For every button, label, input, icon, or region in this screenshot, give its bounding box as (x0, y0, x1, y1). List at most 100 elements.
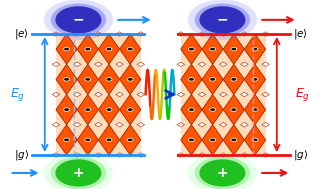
Polygon shape (99, 34, 120, 64)
Polygon shape (198, 153, 206, 157)
Polygon shape (137, 32, 145, 36)
Circle shape (252, 108, 258, 111)
Circle shape (195, 157, 250, 189)
Polygon shape (220, 153, 227, 157)
Polygon shape (262, 153, 269, 157)
Polygon shape (120, 64, 141, 94)
Polygon shape (262, 32, 269, 36)
Polygon shape (202, 125, 223, 155)
Polygon shape (77, 125, 99, 155)
Circle shape (106, 108, 112, 111)
Polygon shape (241, 122, 248, 127)
Polygon shape (137, 62, 145, 67)
Polygon shape (95, 32, 102, 36)
Polygon shape (181, 64, 202, 94)
Polygon shape (244, 34, 266, 64)
Polygon shape (241, 153, 248, 157)
Polygon shape (52, 122, 60, 127)
Circle shape (188, 108, 194, 111)
Circle shape (106, 138, 112, 142)
Polygon shape (223, 94, 244, 125)
Circle shape (210, 108, 216, 111)
Polygon shape (73, 153, 81, 157)
Polygon shape (73, 122, 81, 127)
Polygon shape (177, 32, 185, 36)
Polygon shape (223, 64, 244, 94)
Circle shape (252, 78, 258, 81)
Polygon shape (95, 122, 102, 127)
Polygon shape (198, 62, 206, 67)
Polygon shape (181, 34, 202, 64)
Polygon shape (137, 92, 145, 97)
Polygon shape (198, 32, 206, 36)
Polygon shape (220, 122, 227, 127)
Polygon shape (202, 64, 223, 94)
Circle shape (44, 0, 113, 40)
Circle shape (188, 78, 194, 81)
Polygon shape (116, 62, 124, 67)
Text: $|g\rangle$: $|g\rangle$ (13, 148, 29, 162)
Polygon shape (223, 125, 244, 155)
Polygon shape (262, 122, 269, 127)
Polygon shape (56, 94, 77, 125)
Text: $|g\rangle$: $|g\rangle$ (293, 148, 308, 162)
Polygon shape (56, 34, 77, 64)
Polygon shape (52, 62, 60, 67)
Text: $E_g$: $E_g$ (10, 86, 25, 103)
Text: +: + (73, 166, 84, 180)
Polygon shape (177, 62, 185, 67)
Polygon shape (120, 94, 141, 125)
Circle shape (85, 78, 91, 81)
Circle shape (64, 108, 69, 111)
Polygon shape (56, 64, 77, 94)
Polygon shape (77, 34, 99, 64)
Circle shape (127, 78, 133, 81)
Circle shape (44, 153, 113, 189)
Polygon shape (95, 62, 102, 67)
Polygon shape (73, 32, 81, 36)
Polygon shape (137, 122, 145, 127)
Polygon shape (220, 92, 227, 97)
Polygon shape (116, 92, 124, 97)
Polygon shape (116, 32, 124, 36)
Circle shape (64, 47, 69, 51)
Polygon shape (223, 34, 244, 64)
Circle shape (64, 138, 69, 142)
Circle shape (85, 47, 91, 51)
Polygon shape (241, 32, 248, 36)
Polygon shape (181, 94, 202, 125)
Polygon shape (73, 92, 81, 97)
Text: +: + (217, 166, 228, 180)
Polygon shape (241, 92, 248, 97)
Text: $E_g$: $E_g$ (295, 86, 310, 103)
Circle shape (55, 159, 101, 187)
Polygon shape (116, 122, 124, 127)
Circle shape (85, 138, 91, 142)
Polygon shape (198, 122, 206, 127)
Polygon shape (116, 153, 124, 157)
Circle shape (55, 6, 101, 33)
Circle shape (106, 78, 112, 81)
Text: −: − (73, 13, 84, 27)
Circle shape (64, 78, 69, 81)
Polygon shape (77, 64, 99, 94)
Circle shape (188, 47, 194, 51)
Circle shape (252, 138, 258, 142)
Polygon shape (177, 153, 185, 157)
Polygon shape (137, 153, 145, 157)
Polygon shape (120, 125, 141, 155)
Polygon shape (73, 62, 81, 67)
Polygon shape (241, 62, 248, 67)
Polygon shape (244, 125, 266, 155)
Polygon shape (95, 92, 102, 97)
Polygon shape (244, 64, 266, 94)
Circle shape (127, 138, 133, 142)
Polygon shape (56, 34, 141, 155)
Text: $|e\rangle$: $|e\rangle$ (293, 27, 308, 41)
Circle shape (188, 138, 194, 142)
Circle shape (188, 153, 257, 189)
Polygon shape (181, 125, 202, 155)
Polygon shape (56, 125, 77, 155)
Polygon shape (177, 122, 185, 127)
Circle shape (51, 4, 106, 36)
